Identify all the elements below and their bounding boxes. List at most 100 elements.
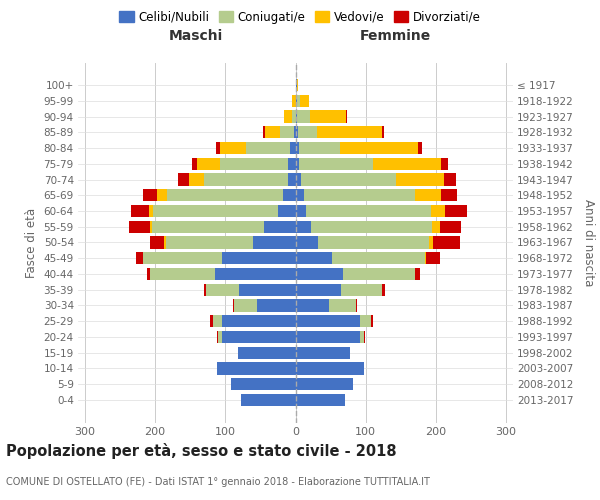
Bar [215,268,296,280]
Bar [150,236,164,248]
Bar [239,284,296,296]
Bar [317,126,382,138]
Bar [241,394,296,406]
Bar [292,94,296,107]
Bar [222,252,296,264]
Bar [364,331,365,343]
Bar [304,189,415,202]
Bar [329,300,356,312]
Bar [296,394,344,406]
Bar [299,142,340,154]
Bar [263,126,265,138]
Bar [292,110,296,122]
Bar [157,189,167,202]
Bar [356,300,357,312]
Bar [318,236,429,248]
Bar [149,205,153,217]
Bar [296,110,297,122]
Bar [147,268,150,280]
Bar [296,284,341,296]
Bar [143,189,157,202]
Bar [431,205,445,217]
Bar [296,174,301,186]
Bar [264,220,296,233]
Bar [382,284,385,296]
Bar [143,252,222,264]
Bar [233,300,235,312]
Bar [204,284,206,296]
Bar [218,331,222,343]
Bar [433,236,460,248]
Y-axis label: Anni di nascita: Anni di nascita [582,199,595,286]
Bar [442,158,448,170]
Bar [166,236,253,248]
Bar [296,362,364,374]
Bar [296,189,304,202]
Bar [340,142,418,154]
Text: Femmine: Femmine [360,28,431,42]
Bar [296,300,329,312]
Bar [382,126,384,138]
Y-axis label: Fasce di età: Fasce di età [25,208,38,278]
Bar [415,268,421,280]
Bar [443,174,456,186]
Bar [296,268,343,280]
Bar [296,126,298,138]
Bar [425,252,426,264]
Bar [298,126,317,138]
Bar [253,236,296,248]
Bar [129,220,150,233]
Bar [296,220,311,233]
Bar [289,158,296,170]
Bar [217,331,218,343]
Bar [296,158,299,170]
Bar [220,142,247,154]
Bar [341,284,382,296]
Bar [136,252,143,264]
Bar [371,315,373,328]
Bar [150,220,152,233]
Bar [191,158,197,170]
Bar [343,268,415,280]
Bar [217,362,296,374]
Bar [297,110,310,122]
Bar [220,158,289,170]
Bar [167,189,283,202]
Bar [214,315,222,328]
Bar [222,315,296,328]
Bar [216,142,220,154]
Bar [238,346,296,359]
Bar [150,268,215,280]
Bar [265,126,280,138]
Text: Popolazione per età, sesso e stato civile - 2018: Popolazione per età, sesso e stato civil… [6,443,397,459]
Bar [284,110,292,122]
Bar [152,220,264,233]
Text: Maschi: Maschi [169,28,223,42]
Bar [257,300,296,312]
Bar [360,331,364,343]
Bar [301,174,396,186]
Bar [296,346,350,359]
Bar [153,205,278,217]
Bar [311,220,431,233]
Bar [197,158,220,170]
Bar [290,142,296,154]
Bar [415,189,442,202]
Bar [283,189,296,202]
Bar [346,110,347,122]
Bar [131,205,149,217]
Bar [296,252,332,264]
Bar [426,252,440,264]
Bar [210,315,214,328]
Bar [431,220,440,233]
Bar [429,236,433,248]
Bar [178,174,189,186]
Bar [294,126,296,138]
Bar [373,158,442,170]
Bar [310,110,346,122]
Bar [164,236,166,248]
Bar [299,158,373,170]
Text: COMUNE DI OSTELLATO (FE) - Dati ISTAT 1° gennaio 2018 - Elaborazione TUTTITALIA.: COMUNE DI OSTELLATO (FE) - Dati ISTAT 1°… [6,477,430,487]
Bar [289,174,296,186]
Bar [296,205,306,217]
